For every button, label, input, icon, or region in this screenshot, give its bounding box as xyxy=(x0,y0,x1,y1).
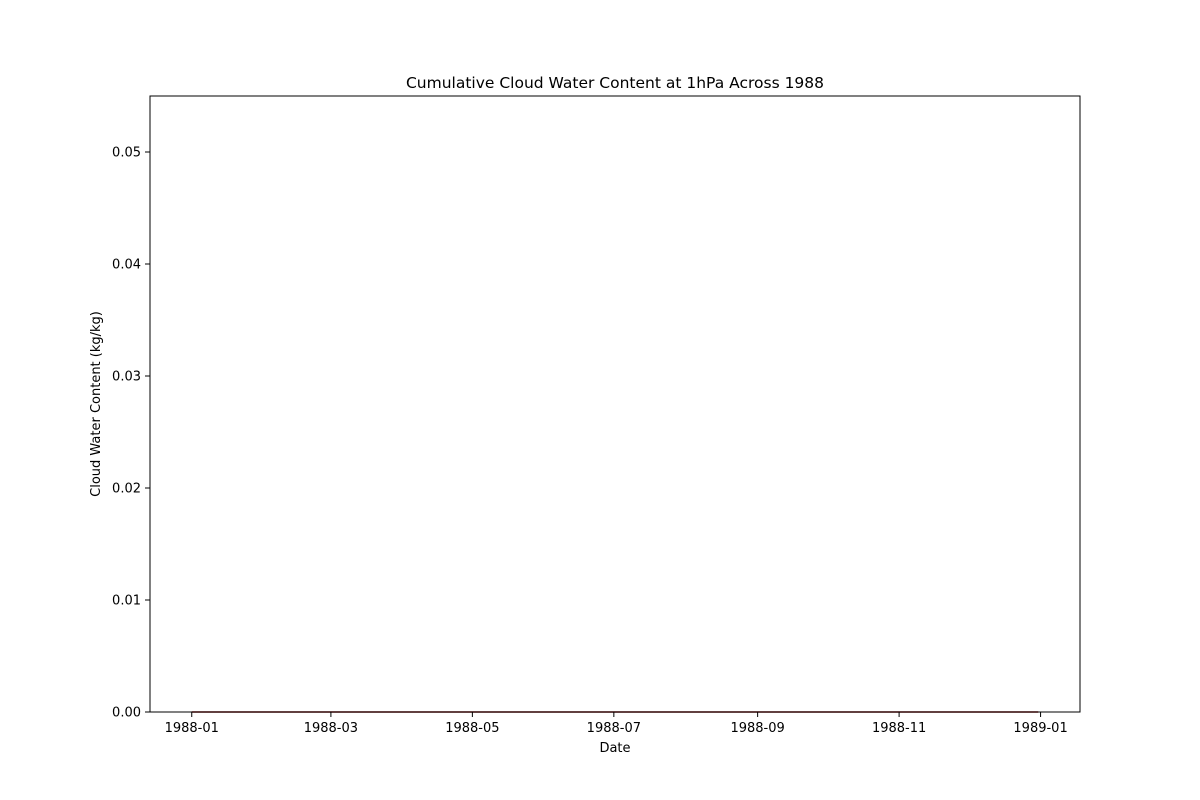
x-tick-label: 1988-03 xyxy=(304,721,358,736)
x-tick-label: 1989-01 xyxy=(1013,721,1067,736)
x-tick-label: 1988-07 xyxy=(587,721,641,736)
y-tick-label: 0.03 xyxy=(112,370,141,385)
chart-title: Cumulative Cloud Water Content at 1hPa A… xyxy=(406,74,824,92)
x-tick-label: 1988-09 xyxy=(730,721,784,736)
y-tick-label: 0.02 xyxy=(112,482,141,497)
y-tick-label: 0.01 xyxy=(112,594,141,609)
plot-background xyxy=(150,96,1080,712)
y-tick-label: 0.04 xyxy=(112,258,141,273)
y-tick-label: 0.00 xyxy=(112,706,141,721)
x-tick-label: 1988-05 xyxy=(445,721,499,736)
y-axis: 0.00 0.01 0.02 0.03 0.04 0.05 xyxy=(112,146,150,721)
x-tick-label: 1988-11 xyxy=(872,721,926,736)
x-axis: 1988-01 1988-03 1988-05 1988-07 1988-09 1988-… xyxy=(165,712,1068,736)
x-axis-label: Date xyxy=(599,741,630,756)
y-tick-label: 0.05 xyxy=(112,146,141,161)
y-axis-label: Cloud Water Content (kg/kg) xyxy=(89,311,104,497)
plot-frame xyxy=(149,95,1081,713)
x-tick-label: 1988-01 xyxy=(165,721,219,736)
